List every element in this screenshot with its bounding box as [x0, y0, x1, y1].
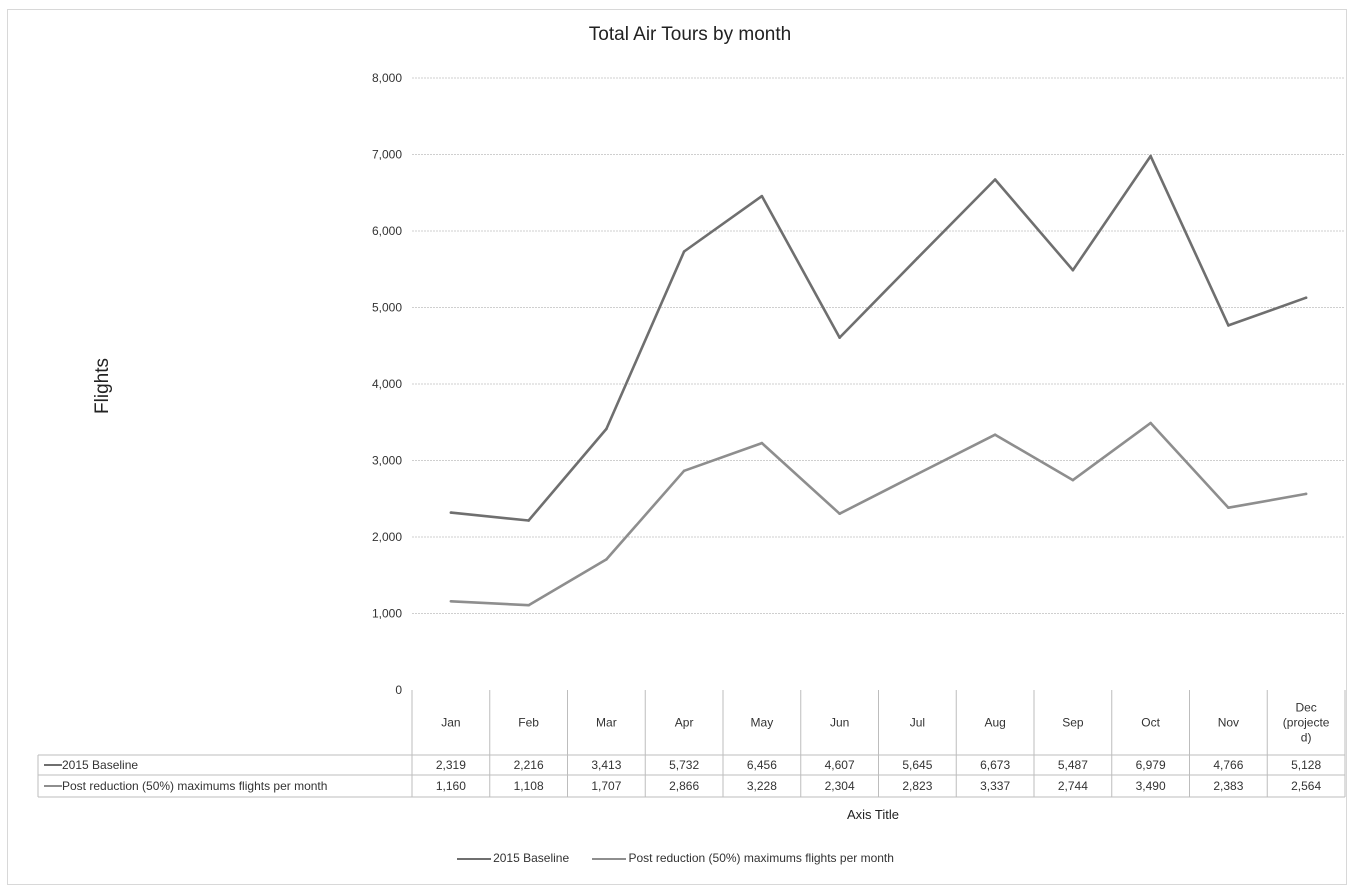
category-label: Feb: [518, 716, 539, 730]
data-point: [605, 558, 608, 561]
table-cell-value: 1,160: [436, 779, 466, 793]
table-cell-value: 5,487: [1058, 758, 1088, 772]
table-cell-value: 3,228: [747, 779, 777, 793]
data-point: [1227, 324, 1230, 327]
table-cell-value: 5,645: [902, 758, 932, 772]
y-tick-label: 1,000: [372, 607, 402, 621]
data-point: [993, 178, 997, 181]
data-point: [760, 194, 764, 198]
table-cell-value: 1,108: [514, 779, 544, 793]
table-cell-value: 6,456: [747, 758, 777, 772]
table-cell-value: 4,766: [1213, 758, 1243, 772]
category-label: (projecte: [1283, 716, 1330, 730]
category-label: Oct: [1141, 716, 1160, 730]
table-cell-value: 2,744: [1058, 779, 1088, 793]
y-tick-label: 5,000: [372, 301, 402, 315]
y-tick-label: 8,000: [372, 71, 402, 85]
data-point: [1304, 492, 1308, 496]
data-point: [682, 250, 686, 253]
legend-item-post-reduction: Post reduction (50%) maximums flights pe…: [592, 851, 894, 865]
y-tick-label: 2,000: [372, 530, 402, 544]
series-line-post-reduction: [450, 421, 1307, 607]
legend-swatch-post-reduction: [592, 857, 627, 860]
category-label: d): [1301, 731, 1312, 745]
data-point: [449, 511, 453, 514]
table-series-name: 2015 Baseline: [62, 758, 138, 772]
data-point: [605, 427, 608, 431]
data-point: [527, 603, 530, 607]
data-point: [1071, 478, 1075, 482]
legend: 2015 Baseline Post reduction (50%) maxim…: [0, 851, 1351, 865]
table-cell-value: 3,337: [980, 779, 1010, 793]
data-point: [993, 433, 997, 437]
category-label: Jun: [830, 716, 849, 730]
table-cell-value: 2,216: [514, 758, 544, 772]
category-label: Jul: [910, 716, 925, 730]
legend-item-baseline: 2015 Baseline: [457, 851, 569, 865]
table-cell-value: 3,413: [591, 758, 621, 772]
category-label: May: [751, 716, 774, 730]
table-cell-value: 4,607: [825, 758, 855, 772]
legend-swatch-baseline: [457, 857, 492, 860]
y-tick-label: 4,000: [372, 377, 402, 391]
category-label: Mar: [596, 716, 617, 730]
table-cell-value: 5,128: [1291, 758, 1321, 772]
category-label: Nov: [1218, 716, 1239, 730]
data-point: [1149, 154, 1152, 158]
chart-frame: [7, 9, 1347, 885]
table-cell-value: 2,304: [825, 779, 855, 793]
table-cell-value: 2,866: [669, 779, 699, 793]
table-cell-value: 2,564: [1291, 779, 1321, 793]
data-point: [916, 472, 919, 476]
data-point: [1071, 268, 1075, 272]
category-label: Sep: [1062, 716, 1084, 730]
data-point: [1149, 421, 1152, 425]
table-cell-value: 5,732: [669, 758, 699, 772]
series-line-baseline: [450, 154, 1307, 522]
table-cell-value: 1,707: [591, 779, 621, 793]
table-cell-value: 3,490: [1136, 779, 1166, 793]
data-point: [527, 519, 530, 522]
data-point: [760, 441, 764, 445]
table-cell-value: 6,979: [1136, 758, 1166, 772]
table-cell-value: 6,673: [980, 758, 1010, 772]
data-point: [682, 469, 686, 473]
table-series-name: Post reduction (50%) maximums flights pe…: [62, 779, 327, 793]
data-point: [1304, 296, 1308, 300]
data-point: [916, 256, 919, 260]
category-label: Apr: [675, 716, 694, 730]
data-point: [1227, 506, 1230, 510]
data-point: [838, 512, 841, 516]
legend-label-baseline: 2015 Baseline: [493, 851, 570, 865]
y-tick-label: 0: [395, 683, 402, 697]
category-label: Dec: [1295, 701, 1316, 715]
category-label: Aug: [984, 716, 1005, 730]
y-tick-label: 7,000: [372, 148, 402, 162]
category-label: Jan: [441, 716, 460, 730]
table-cell-value: 2,383: [1213, 779, 1243, 793]
chart-title: Total Air Tours by month: [588, 24, 792, 45]
y-tick-label: 3,000: [372, 454, 402, 468]
data-point: [449, 599, 453, 603]
x-axis-label: Axis Title: [846, 807, 900, 822]
y-tick-label: 6,000: [372, 224, 402, 238]
table-cell-value: 2,319: [436, 758, 466, 772]
legend-label-post-reduction: Post reduction (50%) maximums flights pe…: [628, 851, 894, 865]
data-point: [838, 336, 841, 339]
table-cell-value: 2,823: [902, 779, 932, 793]
